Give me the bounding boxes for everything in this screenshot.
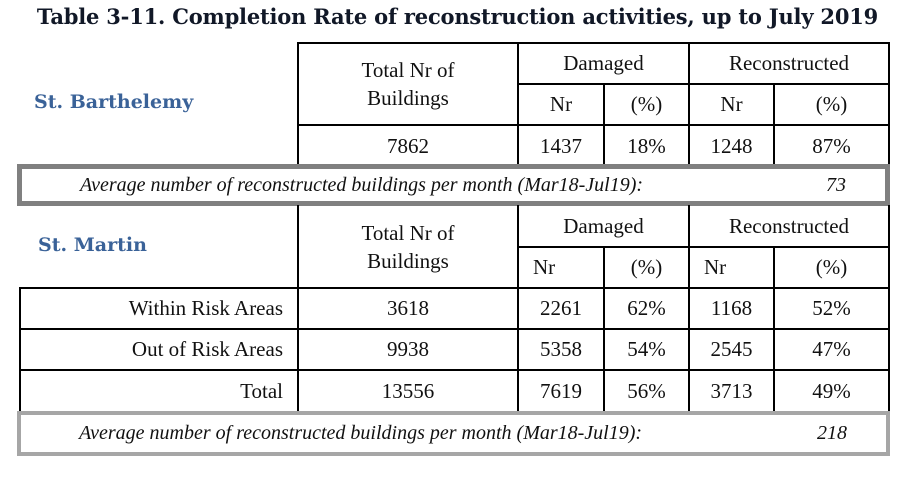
grid-line xyxy=(19,328,890,330)
table-title: Table 3-11. Completion Rate of reconstru… xyxy=(36,4,879,29)
grid-line xyxy=(517,246,890,248)
header-reconstructed: Reconstructed xyxy=(728,213,850,238)
header-reconstructed: Reconstructed xyxy=(728,51,850,75)
header-total-line1: Total Nr of xyxy=(361,58,455,82)
header-reconstructed-nr: Nr xyxy=(704,255,727,279)
cell-damaged-nr: 5358 xyxy=(540,337,582,361)
cell-reconstructed-pct: 49% xyxy=(812,378,851,403)
grid-line xyxy=(297,42,299,166)
grid-line xyxy=(517,83,890,85)
cell-reconstructed-pct: 87% xyxy=(812,133,851,158)
header-damaged-pct: (%) xyxy=(630,92,663,116)
region-label-st-martin: St. Martin xyxy=(38,234,147,256)
average-label: Average number of reconstructed building… xyxy=(79,422,643,444)
header-total-line1: Total Nr of xyxy=(361,220,455,245)
header-damaged-nr: Nr xyxy=(549,92,573,116)
average-box-st-barthelemy: Average number of reconstructed building… xyxy=(17,164,890,206)
header-total-line2: Buildings xyxy=(367,86,449,110)
cell-damaged-pct: 62% xyxy=(627,296,666,320)
cell-reconstructed-nr: 3713 xyxy=(710,378,753,403)
header-reconstructed-nr: Nr xyxy=(720,92,743,116)
header-total-buildings: Total Nr of Buildings xyxy=(299,44,517,124)
grid-line xyxy=(297,42,890,44)
grid-line xyxy=(688,205,690,412)
header-reconstructed-pct: (%) xyxy=(815,92,848,116)
grid-line xyxy=(888,205,890,412)
grid-line xyxy=(688,42,690,166)
grid-line xyxy=(297,205,299,412)
grid-line xyxy=(603,83,605,166)
cell-area-name: Within Risk Areas xyxy=(128,296,283,320)
average-box-st-martin: Average number of reconstructed building… xyxy=(17,411,890,456)
header-total-buildings: Total Nr of Buildings xyxy=(299,206,517,287)
average-label: Average number of reconstructed building… xyxy=(80,173,644,196)
cell-reconstructed-nr: 2545 xyxy=(710,337,753,361)
cell-damaged-pct: 54% xyxy=(627,337,666,361)
grid-line xyxy=(773,83,775,166)
cell-total: 13556 xyxy=(381,378,435,403)
header-damaged: Damaged xyxy=(563,213,644,238)
header-total-line2: Buildings xyxy=(367,248,449,273)
cell-damaged-nr: 7619 xyxy=(540,378,582,403)
cell-reconstructed-nr: 1168 xyxy=(710,296,753,320)
cell-reconstructed-nr: 1248 xyxy=(710,133,753,158)
cell-area-name: Total xyxy=(240,378,283,403)
cell-total: 7862 xyxy=(387,133,429,158)
grid-line xyxy=(19,369,890,371)
cell-total: 9938 xyxy=(387,337,429,361)
grid-line xyxy=(773,246,775,412)
cell-total: 3618 xyxy=(387,296,429,320)
header-reconstructed-pct: (%) xyxy=(815,255,848,279)
header-damaged-pct: (%) xyxy=(630,255,663,279)
header-damaged-nr: Nr xyxy=(533,255,556,279)
cell-area-name: Out of Risk Areas xyxy=(131,337,283,361)
cell-reconstructed-pct: 47% xyxy=(812,337,851,361)
cell-damaged-pct: 18% xyxy=(627,133,666,158)
cell-reconstructed-pct: 52% xyxy=(812,296,851,320)
grid-line xyxy=(19,287,21,412)
cell-damaged-pct: 56% xyxy=(627,378,666,403)
grid-line xyxy=(517,42,519,166)
grid-line xyxy=(603,246,605,412)
header-damaged: Damaged xyxy=(563,51,644,75)
average-value: 73 xyxy=(826,173,846,196)
cell-damaged-nr: 2261 xyxy=(540,296,582,320)
region-label-st-barthelemy: St. Barthelemy xyxy=(34,91,194,113)
grid-line xyxy=(517,205,519,412)
grid-line xyxy=(19,287,890,289)
grid-line xyxy=(888,42,890,166)
grid-line xyxy=(297,124,890,126)
average-value: 218 xyxy=(817,422,847,444)
cell-damaged-nr: 1437 xyxy=(540,133,582,158)
